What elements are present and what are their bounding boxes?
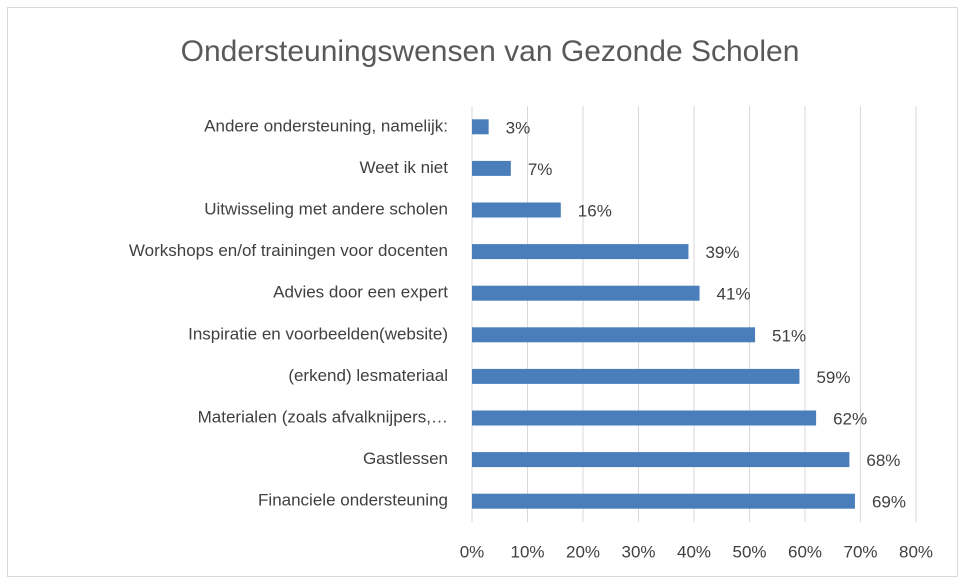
data-label: 68%: [866, 451, 900, 470]
data-label: 59%: [816, 368, 850, 387]
x-tick-label: 0%: [460, 542, 485, 561]
y-tick-label: Gastlessen: [363, 449, 448, 468]
data-label: 7%: [528, 160, 553, 179]
y-tick-label: Materialen (zoals afvalknijpers,…: [198, 407, 448, 426]
bar: [472, 493, 855, 509]
y-tick-label: Uitwisseling met andere scholen: [204, 199, 448, 218]
x-tick-label: 50%: [732, 542, 766, 561]
data-label: 69%: [872, 493, 906, 512]
data-label: 51%: [772, 326, 806, 345]
data-label: 41%: [717, 285, 751, 304]
bar: [472, 160, 511, 176]
bar: [472, 368, 800, 384]
y-tick-label: Inspiratie en voorbeelden(website): [188, 324, 448, 343]
bar: [472, 327, 756, 343]
bar: [472, 452, 850, 468]
y-tick-label: Advies door een expert: [273, 283, 448, 302]
x-tick-label: 40%: [677, 542, 711, 561]
x-tick-label: 30%: [621, 542, 655, 561]
bar: [472, 119, 489, 135]
x-tick-label: 70%: [843, 542, 877, 561]
x-tick-label: 80%: [899, 542, 933, 561]
bar: [472, 410, 817, 426]
y-tick-label: Andere ondersteuning, namelijk:: [204, 116, 448, 135]
data-label: 3%: [506, 118, 531, 137]
y-tick-label: Weet ik niet: [359, 158, 448, 177]
data-label: 16%: [578, 201, 612, 220]
bar: [472, 202, 561, 218]
x-tick-label: 60%: [788, 542, 822, 561]
y-tick-label: Workshops en/of trainingen voor docenten: [129, 241, 448, 260]
data-label: 62%: [833, 409, 867, 428]
x-tick-label: 10%: [510, 542, 544, 561]
bar: [472, 285, 700, 301]
chart-title: Ondersteuningswensen van Gezonde Scholen: [181, 35, 800, 68]
y-tick-label: Financiele ondersteuning: [258, 491, 448, 510]
y-tick-label: (erkend) lesmateriaal: [288, 366, 448, 385]
x-tick-label: 20%: [566, 542, 600, 561]
bar: [472, 244, 689, 260]
data-label: 39%: [705, 243, 739, 262]
